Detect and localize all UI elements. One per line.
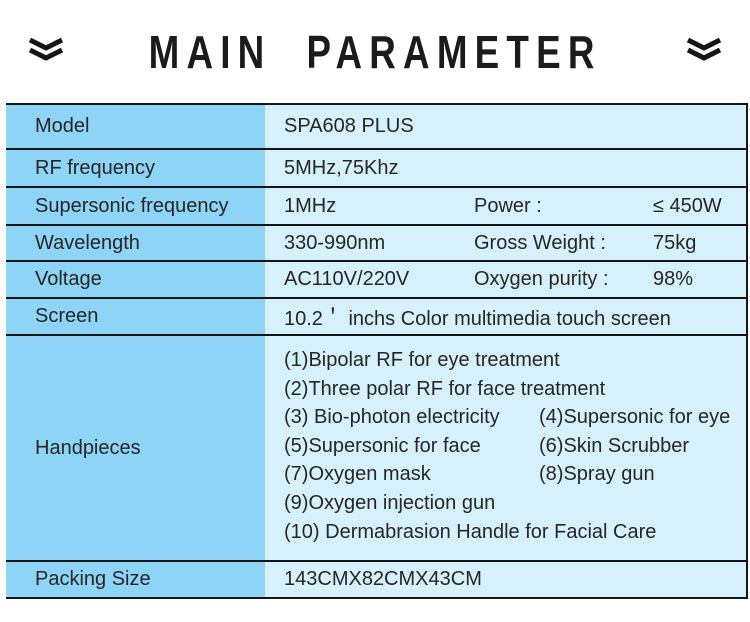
handpiece-line: (5)Supersonic for face (6)Skin Scrubber [284,432,746,461]
row-label: Supersonic frequency [6,188,265,224]
row-label: RF frequency [6,150,265,186]
row-value: SPA608 PLUS [265,105,746,148]
handpiece-item: (1)Bipolar RF for eye treatment [284,349,560,371]
row-label: Packing Size [6,562,265,597]
row-value: 143CMX82CMX43CM [265,562,746,597]
row-value: 10.2＇ inchs Color multimedia touch scree… [265,299,746,334]
table-row-screen: Screen 10.2＇ inchs Color multimedia touc… [6,299,746,336]
table-row-handpieces: Handpieces (1)Bipolar RF for eye treatme… [6,336,746,562]
row-label: Handpieces [6,336,265,560]
handpiece-line: (10) Dermabrasion Handle for Facial Care [284,518,746,547]
table-row-rf-frequency: RF frequency 5MHz,75Khz [6,150,746,188]
row-extra-label: Gross Weight : [474,231,606,254]
row-label: Screen [6,299,265,334]
handpiece-item: (7)Oxygen mask [284,463,431,486]
handpieces-list: (1)Bipolar RF for eye treatment (2)Three… [265,336,746,560]
row-extra-label: Power : [474,194,542,217]
row-extra-value: 98% [653,268,694,290]
row-extra-value: ≤ 450W [653,194,722,217]
handpiece-item: (8)Spray gun [539,463,655,486]
handpiece-item: (4)Supersonic for eye [539,406,731,429]
double-chevron-down-icon [27,37,65,63]
row-value-main: 1MHz [284,194,337,217]
page-title: MAIN PARAMETER [148,26,602,78]
double-chevron-down-icon [685,37,723,63]
handpiece-item: (5)Supersonic for face [284,434,481,457]
row-value: AC110V/220V Oxygen purity : 98% [265,262,746,297]
row-value: 1MHz Power : ≤ 450W [265,188,746,224]
handpiece-line: (9)Oxygen injection gun [284,489,746,518]
handpiece-line: (2)Three polar RF for face treatment [284,375,746,404]
handpiece-item: (2)Three polar RF for face treatment [284,377,606,400]
row-value-main: 330-990nm [284,231,386,254]
handpiece-item: (6)Skin Scrubber [539,434,690,457]
handpiece-item: (10) Dermabrasion Handle for Facial Care [284,520,657,543]
row-value: 5MHz,75Khz [265,150,746,186]
row-extra-value: 75kg [653,231,697,254]
row-value: 330-990nm Gross Weight : 75kg [265,226,746,260]
header: MAIN PARAMETER [0,0,750,100]
table-row-supersonic-frequency: Supersonic frequency 1MHz Power : ≤ 450W [6,188,746,226]
table-row-wavelength: Wavelength 330-990nm Gross Weight : 75kg [6,226,746,262]
row-label: Voltage [6,262,265,297]
table-row-packing-size: Packing Size 143CMX82CMX43CM [6,562,746,597]
row-label: Model [6,105,265,148]
table-row-voltage: Voltage AC110V/220V Oxygen purity : 98% [6,262,746,299]
handpiece-line: (1)Bipolar RF for eye treatment [284,346,746,375]
handpiece-line: (7)Oxygen mask (8)Spray gun [284,460,746,489]
handpiece-line: (3) Bio-photon electricity (4)Supersonic … [284,403,746,432]
row-extra-label: Oxygen purity : [474,268,609,290]
table-row-model: Model SPA608 PLUS [6,105,746,150]
row-value-main: AC110V/220V [284,268,410,290]
handpiece-item: (3) Bio-photon electricity [284,406,500,429]
handpiece-item: (9)Oxygen injection gun [284,491,496,514]
parameter-table: Model SPA608 PLUS RF frequency 5MHz,75Kh… [6,103,748,599]
row-label: Wavelength [6,226,265,260]
